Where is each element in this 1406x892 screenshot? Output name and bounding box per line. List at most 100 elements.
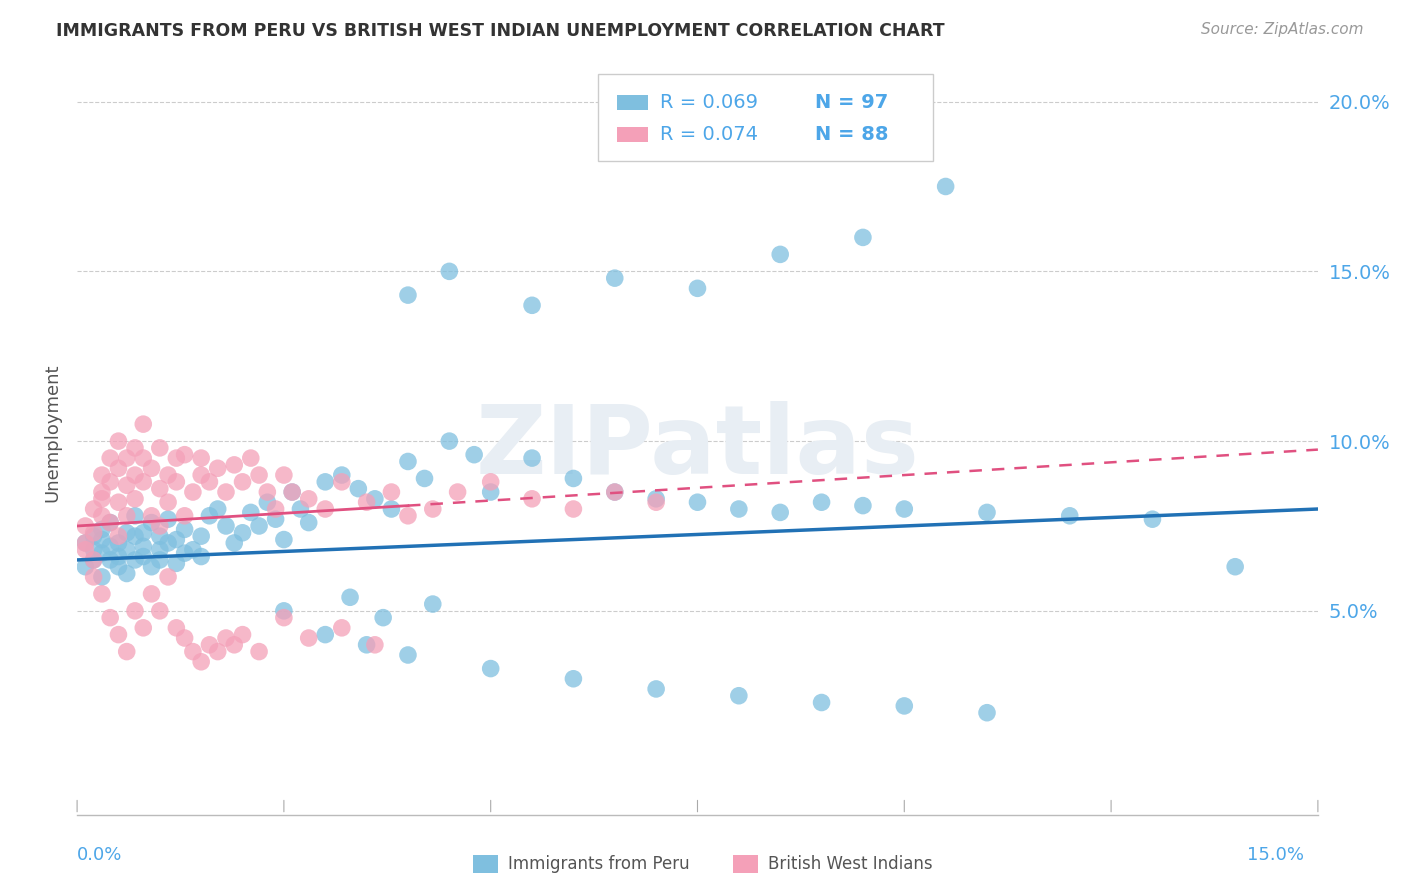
Point xyxy=(364,638,387,652)
Point xyxy=(107,495,129,509)
Point xyxy=(124,491,146,506)
Point xyxy=(224,638,246,652)
Text: 15.0%: 15.0% xyxy=(1247,846,1303,863)
Point xyxy=(422,597,444,611)
Text: ZIPatlas: ZIPatlas xyxy=(475,401,920,494)
Point xyxy=(479,485,502,500)
Point xyxy=(173,522,195,536)
Point xyxy=(562,502,585,516)
Point xyxy=(157,468,180,483)
Point xyxy=(173,508,195,523)
Point xyxy=(396,508,419,523)
Point xyxy=(75,519,97,533)
Point xyxy=(107,627,129,641)
Point xyxy=(356,495,378,509)
Point xyxy=(769,247,792,261)
Point xyxy=(107,549,129,564)
Point xyxy=(115,451,138,466)
Point xyxy=(264,502,287,516)
Text: R = 0.074: R = 0.074 xyxy=(661,125,758,145)
Text: N = 88: N = 88 xyxy=(815,125,889,145)
Point xyxy=(141,587,163,601)
Point xyxy=(141,516,163,530)
Point xyxy=(314,475,336,489)
Point xyxy=(149,604,172,618)
Point xyxy=(107,434,129,449)
Point xyxy=(83,502,105,516)
Point xyxy=(141,508,163,523)
Point xyxy=(810,696,832,710)
Point xyxy=(207,644,229,658)
Point xyxy=(347,482,370,496)
Point xyxy=(976,505,998,519)
Point xyxy=(107,461,129,475)
Point xyxy=(107,559,129,574)
Point xyxy=(256,485,278,500)
Point xyxy=(190,529,212,543)
Point xyxy=(239,505,262,519)
Point xyxy=(314,627,336,641)
Point xyxy=(273,604,295,618)
Point xyxy=(603,485,626,500)
Point xyxy=(90,508,112,523)
Point xyxy=(281,485,304,500)
Point xyxy=(124,553,146,567)
Point xyxy=(562,471,585,485)
Point xyxy=(298,631,321,645)
Point xyxy=(157,495,180,509)
Point xyxy=(124,468,146,483)
Point xyxy=(181,644,204,658)
FancyBboxPatch shape xyxy=(617,95,648,111)
Point xyxy=(132,451,155,466)
Point xyxy=(190,468,212,483)
Point xyxy=(107,536,129,550)
Point xyxy=(132,475,155,489)
Point xyxy=(603,485,626,500)
Point xyxy=(83,529,105,543)
Point xyxy=(207,502,229,516)
Point xyxy=(380,502,402,516)
Point xyxy=(90,468,112,483)
Point xyxy=(330,621,353,635)
Point xyxy=(1059,508,1081,523)
Point xyxy=(98,610,121,624)
Point xyxy=(181,485,204,500)
FancyBboxPatch shape xyxy=(598,74,934,161)
Point xyxy=(281,485,304,500)
Point xyxy=(149,482,172,496)
Point xyxy=(90,546,112,560)
Point xyxy=(132,549,155,564)
Point xyxy=(132,417,155,431)
Text: British West Indians: British West Indians xyxy=(768,855,932,872)
Point xyxy=(1142,512,1164,526)
Point xyxy=(446,485,468,500)
Point xyxy=(181,542,204,557)
Point xyxy=(603,271,626,285)
Point xyxy=(90,587,112,601)
Point xyxy=(339,591,361,605)
Point xyxy=(98,475,121,489)
Point xyxy=(215,485,238,500)
Point xyxy=(190,451,212,466)
Point xyxy=(124,529,146,543)
Point xyxy=(356,638,378,652)
Point xyxy=(98,516,121,530)
Point xyxy=(273,468,295,483)
Point xyxy=(75,536,97,550)
Point xyxy=(935,179,957,194)
Point xyxy=(893,502,915,516)
Point xyxy=(852,230,875,244)
Point xyxy=(396,648,419,662)
Point xyxy=(769,505,792,519)
Point xyxy=(115,508,138,523)
Point xyxy=(149,529,172,543)
Point xyxy=(115,542,138,557)
Point xyxy=(231,525,253,540)
Point xyxy=(132,621,155,635)
Point xyxy=(75,559,97,574)
Point xyxy=(298,491,321,506)
Point xyxy=(520,491,543,506)
Point xyxy=(132,525,155,540)
Point xyxy=(75,542,97,557)
Point xyxy=(645,495,668,509)
